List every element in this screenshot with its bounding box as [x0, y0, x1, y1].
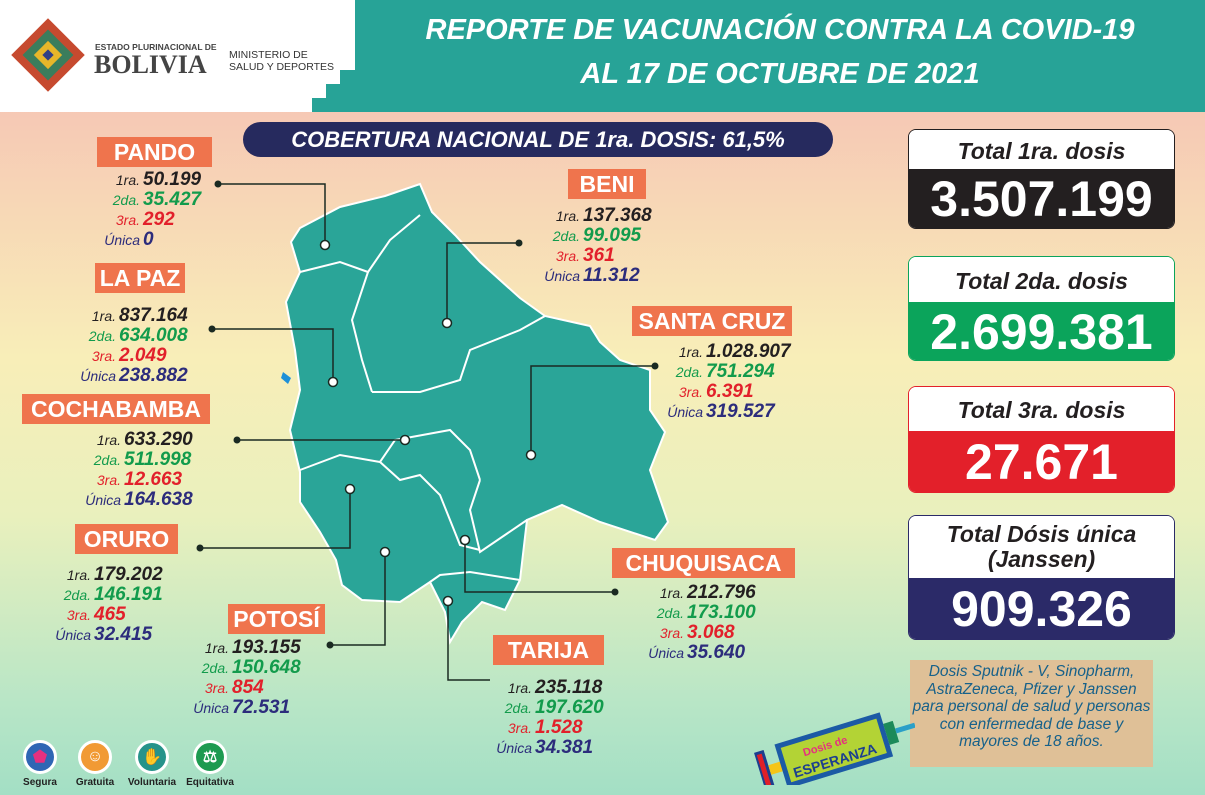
principle-segura: ⬟ Segura [18, 740, 62, 788]
total-single-dose: Total Dósis única (Janssen) 909.326 [908, 515, 1175, 640]
stats-santa-cruz: 1ra. 1.028.907 2da. 751.294 3ra. 6.391 Únic… [667, 341, 791, 422]
principle-gratuita: ☺ Gratuita [70, 740, 120, 788]
report-title: REPORTE DE VACUNACIÓN CONTRA LA COVID-19 [425, 14, 1135, 46]
vaccine-note: Dosis Sputnik - V, Sinopharm, AstraZenec… [910, 660, 1153, 767]
label-potosi: POTOSÍ [228, 604, 325, 634]
stats-chuquisaca: 1ra. 212.796 2da. 173.100 3ra. 3.068 Única 3… [648, 582, 756, 663]
department-markers [319, 239, 537, 607]
principle-equitativa: ⚖ Equitativa [182, 740, 238, 788]
ministry-line2: SALUD Y DEPORTES [229, 61, 335, 73]
total-second-dose: Total 2da. dosis 2.699.381 [908, 256, 1175, 361]
label-cochabamba: COCHABAMBA [22, 394, 210, 424]
stats-tarija: 1ra. 235.118 2da. 197.620 3ra. 1.528 Única 3… [496, 677, 604, 758]
header-logo-area: ESTADO PLURINACIONAL DE BOLIVIA MINISTER… [0, 0, 355, 112]
syringe-icon: Dosis de ESPERANZA [754, 712, 915, 785]
logo-main-text: BOLIVIA [94, 50, 207, 79]
label-pando: PANDO [97, 137, 212, 167]
smiley-icon: ☺ [78, 740, 112, 774]
leader-lines [200, 183, 655, 681]
total-first-dose: Total 1ra. dosis 3.507.199 [908, 129, 1175, 229]
scales-icon: ⚖ [193, 740, 227, 774]
report-date: AL 17 DE OCTUBRE DE 2021 [580, 58, 980, 90]
stats-potosi: 1ra. 193.155 2da. 150.648 3ra. 854 Única 72.… [193, 637, 301, 718]
raised-hand-icon: ✋ [135, 740, 169, 774]
stats-la-paz: 1ra. 837.164 2da. 634.008 3ra. 2.049 Única 2… [80, 305, 188, 386]
bolivia-emblem-icon [11, 18, 85, 92]
stats-beni: 1ra. 137.368 2da. 99.095 3ra. 361 Única 11.3… [544, 205, 652, 286]
label-beni: BENI [568, 169, 646, 199]
label-santa-cruz: SANTA CRUZ [632, 306, 792, 336]
national-coverage-banner: COBERTURA NACIONAL DE 1ra. DOSIS: 61,5% [243, 122, 833, 157]
map-shape [284, 182, 670, 645]
label-la-paz: LA PAZ [95, 263, 185, 293]
principle-voluntaria: ✋ Voluntaria [124, 740, 180, 788]
ministry-line1: MINISTERIO DE [229, 49, 308, 61]
label-tarija: TARIJA [493, 635, 604, 665]
total-third-dose: Total 3ra. dosis 27.671 [908, 386, 1175, 493]
label-chuquisaca: CHUQUISACA [612, 548, 795, 578]
stats-cochabamba: 1ra. 633.290 2da. 511.998 3ra. 12.663 Única… [85, 429, 193, 510]
shield-check-icon: ⬟ [23, 740, 57, 774]
stats-oruro: 1ra. 179.202 2da. 146.191 3ra. 465 Única 32.… [55, 564, 163, 645]
lake-titicaca [281, 372, 291, 384]
logo-top-text: ESTADO PLURINACIONAL DE [95, 42, 217, 52]
header-title-area [355, 0, 1205, 112]
stats-pando: 1ra. 50.199 2da. 35.427 3ra. 292 Única 0 [104, 169, 202, 250]
label-oruro: ORURO [75, 524, 178, 554]
leader-ends [196, 180, 659, 649]
